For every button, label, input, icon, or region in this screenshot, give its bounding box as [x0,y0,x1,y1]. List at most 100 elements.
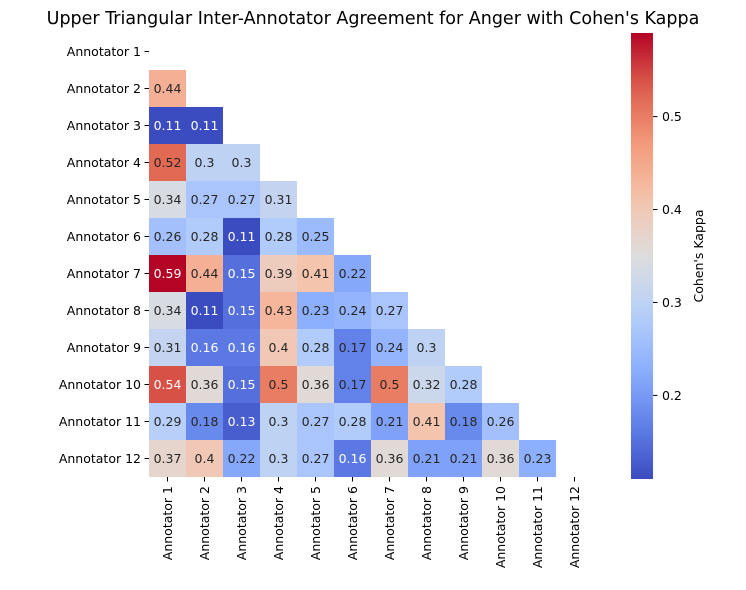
cell-value-r6-c4: 0.28 [265,229,293,244]
heatmap-cell-r9-c2 [186,329,223,366]
heatmap-cell-r3-c1 [149,107,186,144]
cell-value-r8-c4: 0.43 [265,303,293,318]
row-label-11: Annotator 11 [59,414,141,429]
row-label-8: Annotator 8 [67,303,141,318]
col-label-8: Annotator 8 [419,486,434,560]
cell-value-r6-c3: 0.11 [228,229,256,244]
heatmap-cell-r10-c4 [260,366,297,403]
row-label-12: Annotator 12 [59,451,141,466]
colorbar-gradient [631,33,653,479]
heatmap-cell-r9-c7 [371,329,408,366]
heatmap-cell-r11-c3 [223,403,260,440]
cell-value-r11-c10: 0.26 [487,414,515,429]
row-label-4: Annotator 4 [67,155,141,170]
heatmap-cell-r9-c3 [223,329,260,366]
cell-value-r2-c1: 0.44 [154,81,182,96]
heatmap-cell-r11-c9 [445,403,482,440]
cell-value-r5-c1: 0.34 [154,192,182,207]
cell-value-r9-c7: 0.24 [376,340,404,355]
heatmap-cell-r12-c7 [371,440,408,477]
heatmap-cell-r6-c4 [260,218,297,255]
cell-value-r4-c1: 0.52 [154,155,182,170]
cell-value-r8-c1: 0.34 [154,303,182,318]
heatmap-cell-r10-c3 [223,366,260,403]
row-label-1: Annotator 1 [67,44,141,59]
row-label-5: Annotator 5 [67,192,141,207]
heatmap-cell-r12-c2 [186,440,223,477]
cell-value-r10-c5: 0.36 [302,377,330,392]
heatmap-cell-r5-c1 [149,181,186,218]
cell-value-r10-c4: 0.5 [269,377,289,392]
heatmap-cell-r4-c3 [223,144,260,181]
heatmap-cell-r5-c3 [223,181,260,218]
cell-value-r5-c4: 0.31 [265,192,293,207]
cell-value-r9-c1: 0.31 [154,340,182,355]
heatmap-cell-r12-c9 [445,440,482,477]
heatmap-cell-r9-c4 [260,329,297,366]
cell-value-r8-c7: 0.27 [376,303,404,318]
heatmap-cell-r11-c1 [149,403,186,440]
heatmap-cell-r12-c8 [408,440,445,477]
cell-value-r12-c8: 0.21 [413,451,441,466]
cell-value-r12-c1: 0.37 [154,451,182,466]
cell-value-r7-c6: 0.22 [339,266,367,281]
heatmap-cell-r7-c6 [334,255,371,292]
heatmap-cell-r8-c2 [186,292,223,329]
cell-value-r11-c7: 0.21 [376,414,404,429]
heatmap-cell-r7-c2 [186,255,223,292]
cell-value-r9-c5: 0.28 [302,340,330,355]
col-label-5: Annotator 5 [308,486,323,560]
cell-value-r7-c1: 0.59 [154,266,182,281]
col-label-9: Annotator 9 [456,486,471,560]
cell-value-r7-c2: 0.44 [191,266,219,281]
cell-value-r11-c9: 0.18 [450,414,478,429]
heatmap-cell-r11-c5 [297,403,334,440]
col-label-12: Annotator 12 [567,486,582,568]
col-label-2: Annotator 2 [197,486,212,560]
cell-value-r6-c5: 0.25 [302,229,330,244]
heatmap-cell-r9-c8 [408,329,445,366]
cell-value-r4-c3: 0.3 [232,155,252,170]
cell-value-r3-c1: 0.11 [154,118,182,133]
heatmap-cell-r9-c5 [297,329,334,366]
cell-value-r10-c1: 0.54 [154,377,182,392]
heatmap-cell-r7-c4 [260,255,297,292]
cell-value-r5-c3: 0.27 [228,192,256,207]
cell-value-r9-c6: 0.17 [339,340,367,355]
cell-value-r12-c5: 0.27 [302,451,330,466]
heatmap-cell-r5-c4 [260,181,297,218]
col-label-6: Annotator 6 [345,486,360,560]
heatmap-cell-r11-c7 [371,403,408,440]
row-label-9: Annotator 9 [67,340,141,355]
heatmap-cell-r5-c2 [186,181,223,218]
heatmap-cell-r12-c10 [482,440,519,477]
heatmap-cell-r11-c10 [482,403,519,440]
heatmap-cell-r8-c7 [371,292,408,329]
cell-value-r9-c8: 0.3 [417,340,437,355]
col-label-4: Annotator 4 [271,486,286,560]
cell-value-r9-c4: 0.4 [269,340,289,355]
cell-value-r12-c10: 0.36 [487,451,515,466]
heatmap-cell-r10-c7 [371,366,408,403]
cell-value-r12-c9: 0.21 [450,451,478,466]
cell-value-r10-c3: 0.15 [228,377,256,392]
heatmap-cell-r9-c1 [149,329,186,366]
colorbar-label: Cohen's Kappa [691,210,706,303]
heatmap-cell-r10-c6 [334,366,371,403]
cell-value-r12-c11: 0.23 [524,451,552,466]
row-labels: Annotator 1 Annotator 2 Annotator 3 Annotat… [59,44,149,466]
heatmap-cell-r11-c8 [408,403,445,440]
cell-value-r10-c8: 0.32 [413,377,441,392]
heatmap-cell-r11-c6 [334,403,371,440]
row-label-3: Annotator 3 [67,118,141,133]
heatmap-cell-r12-c1 [149,440,186,477]
cell-value-r11-c8: 0.41 [413,414,441,429]
heatmap-cell-r4-c2 [186,144,223,181]
heatmap-cell-r6-c2 [186,218,223,255]
heatmap-cell-r8-c5 [297,292,334,329]
row-label-6: Annotator 6 [67,229,141,244]
col-label-10: Annotator 10 [493,486,508,568]
colorbar-tick-label-1: 0.2 [662,388,682,403]
heatmap-cell-r6-c1 [149,218,186,255]
